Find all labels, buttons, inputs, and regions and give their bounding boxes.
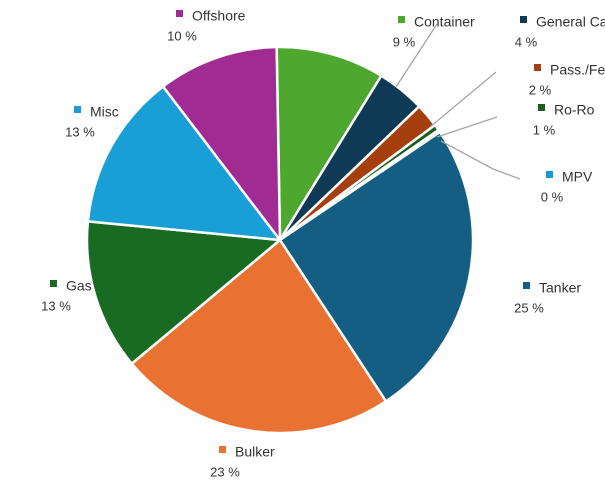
pie-slice-offshore xyxy=(161,45,282,242)
legend-key xyxy=(176,10,183,17)
category-label: Tanker xyxy=(539,280,581,296)
legend-key xyxy=(534,64,541,71)
category-label: Offshore xyxy=(192,8,246,24)
category-label: Bulker xyxy=(235,444,275,460)
data-label: Misc 13 % xyxy=(65,104,119,140)
pie-slice-tanker xyxy=(278,130,475,403)
leader-line xyxy=(440,140,521,180)
pie-slice-bulker xyxy=(130,238,388,435)
data-label: Gas 13 % xyxy=(41,278,92,314)
category-label: Container xyxy=(414,14,475,30)
percent-label: 4 % xyxy=(515,34,538,49)
percent-label: 9 % xyxy=(393,34,416,49)
pie-slice-container xyxy=(275,45,383,242)
category-label: Ro-Ro xyxy=(554,102,595,118)
legend-key xyxy=(520,16,527,23)
legend-key xyxy=(219,446,226,453)
category-label: General Cargo xyxy=(536,14,605,30)
legend-key xyxy=(398,16,405,23)
legend-key xyxy=(538,104,545,111)
category-label: Pass./Ferry xyxy=(550,62,605,78)
legend-key xyxy=(74,106,81,113)
data-label: Tanker 25 % xyxy=(514,280,581,316)
category-label: Misc xyxy=(90,104,119,120)
leader-line xyxy=(436,116,498,138)
pie-slice-gas xyxy=(85,220,282,365)
leader-lines xyxy=(395,23,521,180)
percent-label: 25 % xyxy=(514,300,544,315)
data-label: Offshore 10 % xyxy=(167,8,245,44)
data-label: Container 9 % xyxy=(393,14,475,50)
percent-label: 10 % xyxy=(167,28,197,43)
percent-label: 1 % xyxy=(533,122,556,137)
percent-label: 13 % xyxy=(65,124,95,139)
data-label: General Cargo 4 % xyxy=(515,14,605,50)
percent-label: 2 % xyxy=(529,82,552,97)
percent-label: 0 % xyxy=(541,189,564,204)
category-label: Gas xyxy=(66,278,92,294)
legend-key xyxy=(50,280,57,287)
category-label: MPV xyxy=(562,169,593,185)
data-label: MPV 0 % xyxy=(541,169,593,205)
legend-key xyxy=(546,171,553,178)
percent-label: 23 % xyxy=(210,464,240,479)
data-label: Bulker 23 % xyxy=(210,444,275,480)
data-label: Pass./Ferry 2 % xyxy=(529,62,605,98)
data-label: Ro-Ro 1 % xyxy=(533,102,595,138)
legend-key xyxy=(523,282,530,289)
percent-label: 13 % xyxy=(41,298,71,313)
leader-line xyxy=(429,71,497,128)
slice-labels: Container 9 % General Cargo 4 % Pass./Ferry 2… xyxy=(41,8,605,480)
pie-slice-misc xyxy=(86,85,282,242)
leader-line xyxy=(395,23,438,88)
pie-slices xyxy=(85,45,475,435)
